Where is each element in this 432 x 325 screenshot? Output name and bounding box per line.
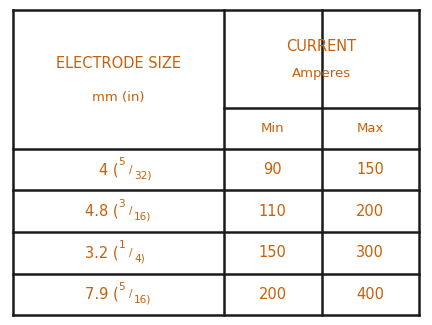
Text: 4): 4) [134, 253, 145, 263]
Text: 7.9 (: 7.9 ( [85, 287, 118, 302]
Text: 200: 200 [259, 287, 287, 302]
Text: mm (in): mm (in) [92, 91, 145, 104]
Text: 16): 16) [134, 295, 151, 305]
Text: 150: 150 [259, 245, 287, 260]
Text: Max: Max [357, 122, 384, 135]
Text: Amperes: Amperes [292, 67, 351, 80]
Text: 200: 200 [356, 204, 384, 219]
Text: 4.8 (: 4.8 ( [85, 204, 118, 219]
Text: /: / [129, 164, 132, 175]
Text: /: / [129, 290, 132, 299]
Text: 3.2 (: 3.2 ( [85, 245, 118, 260]
Text: /: / [129, 248, 132, 258]
Text: 90: 90 [264, 162, 282, 177]
Text: 400: 400 [356, 287, 384, 302]
Text: /: / [129, 206, 132, 216]
Text: 150: 150 [356, 162, 384, 177]
Text: ELECTRODE SIZE: ELECTRODE SIZE [56, 57, 181, 72]
Text: 110: 110 [259, 204, 287, 219]
Text: CURRENT: CURRENT [286, 39, 357, 54]
Text: 4 (: 4 ( [99, 162, 118, 177]
Text: 3: 3 [118, 199, 125, 209]
Text: 1: 1 [118, 240, 125, 250]
Text: 32): 32) [134, 170, 152, 180]
Text: 5: 5 [118, 282, 125, 292]
Text: 300: 300 [356, 245, 384, 260]
Text: Min: Min [261, 122, 285, 135]
Text: 16): 16) [134, 212, 151, 222]
Text: 5: 5 [118, 157, 125, 167]
